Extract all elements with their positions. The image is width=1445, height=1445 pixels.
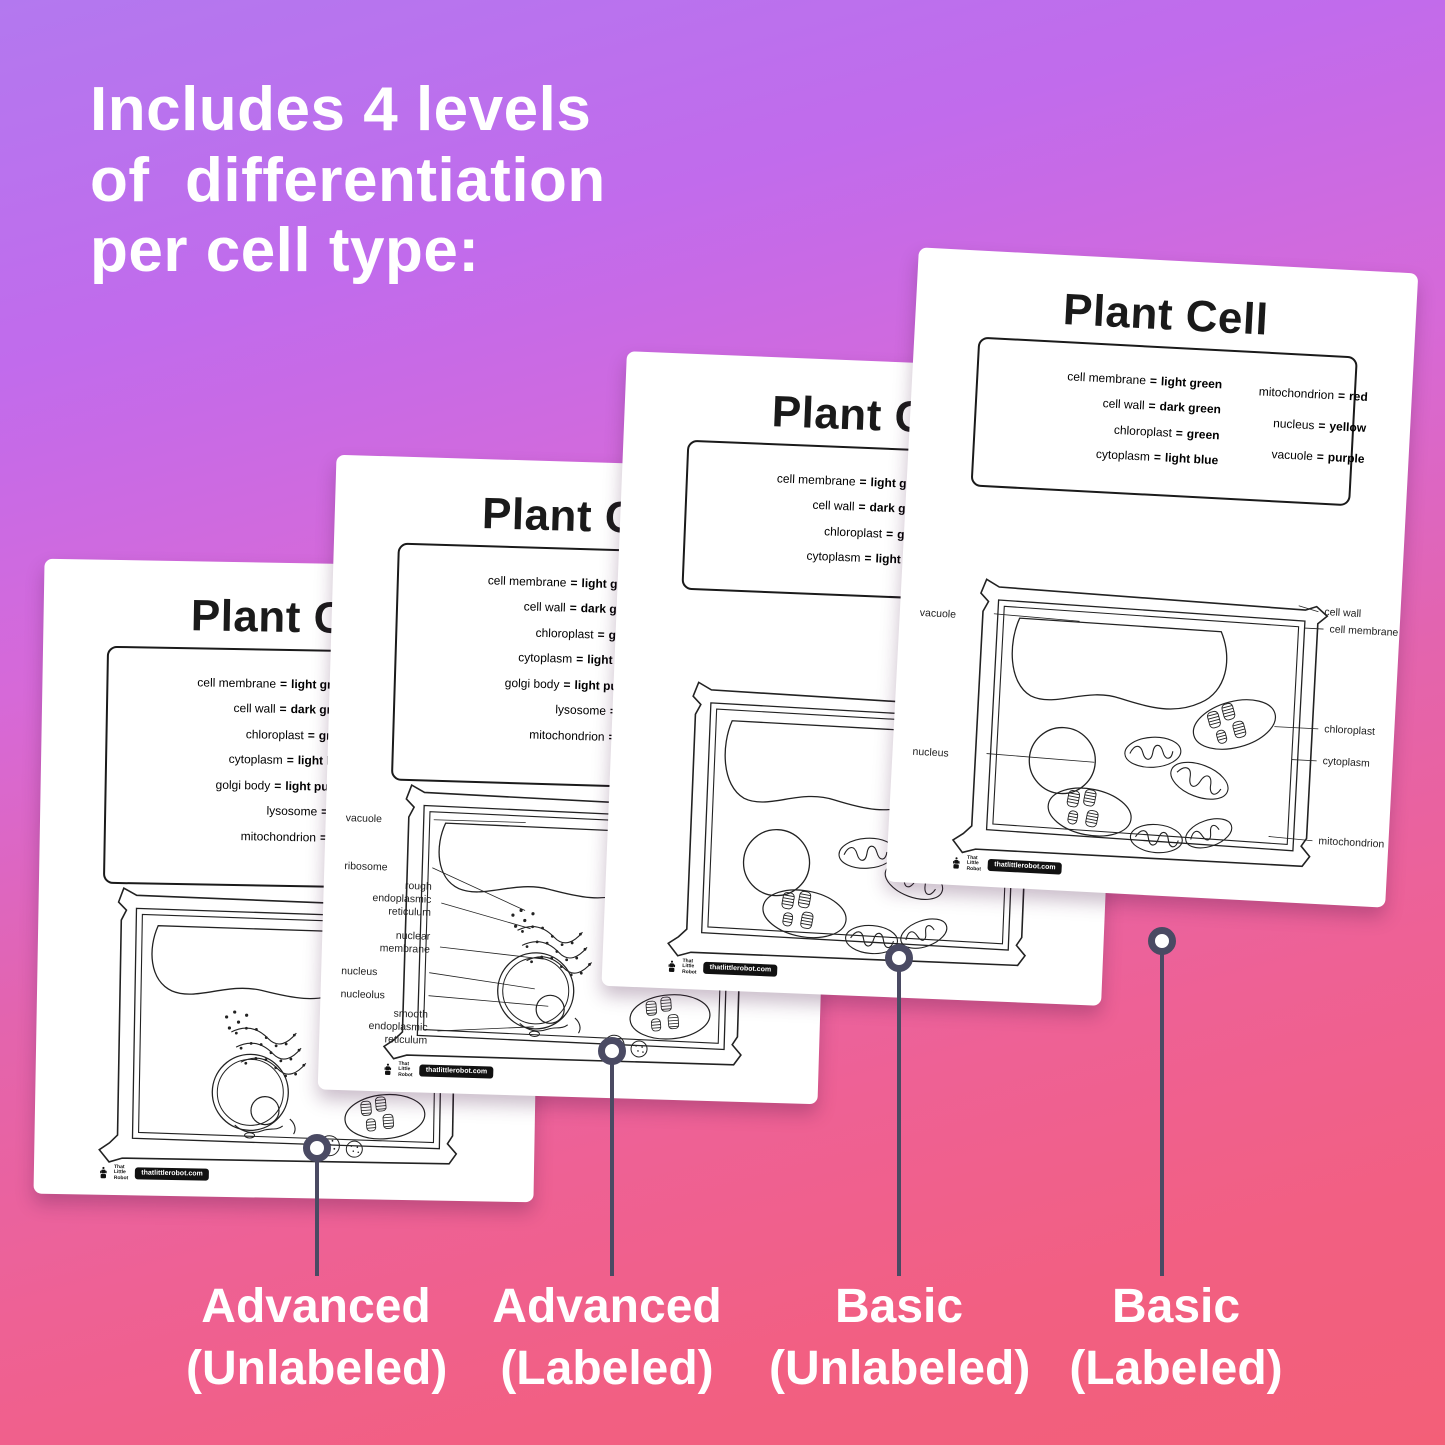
svg-text:chloroplast: chloroplast xyxy=(1324,723,1375,738)
svg-text:nucleolus: nucleolus xyxy=(340,988,385,1001)
svg-text:reticulum: reticulum xyxy=(384,1033,427,1046)
svg-text:membrane: membrane xyxy=(380,942,431,955)
svg-text:cell wall: cell wall xyxy=(1324,606,1361,620)
svg-text:mitochondrion: mitochondrion xyxy=(1318,835,1385,850)
svg-text:vacuole: vacuole xyxy=(920,607,957,621)
svg-text:endoplasmic: endoplasmic xyxy=(368,1020,427,1034)
svg-text:nucleus: nucleus xyxy=(912,746,949,760)
svg-text:vacuole: vacuole xyxy=(346,812,383,825)
svg-text:cell membrane: cell membrane xyxy=(1329,623,1399,639)
svg-text:rough: rough xyxy=(405,880,432,893)
svg-text:smooth: smooth xyxy=(393,1008,428,1021)
svg-text:ribosome: ribosome xyxy=(344,860,388,873)
svg-text:nucleus: nucleus xyxy=(341,965,378,978)
svg-text:nuclear: nuclear xyxy=(396,930,431,943)
svg-text:reticulum: reticulum xyxy=(388,905,431,918)
svg-text:endoplasmic: endoplasmic xyxy=(372,892,431,906)
svg-text:cytoplasm: cytoplasm xyxy=(1322,755,1370,769)
